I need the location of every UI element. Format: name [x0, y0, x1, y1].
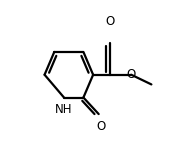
Text: NH: NH [55, 103, 72, 116]
Text: O: O [127, 68, 136, 81]
Text: O: O [96, 120, 105, 133]
Text: O: O [105, 15, 114, 28]
